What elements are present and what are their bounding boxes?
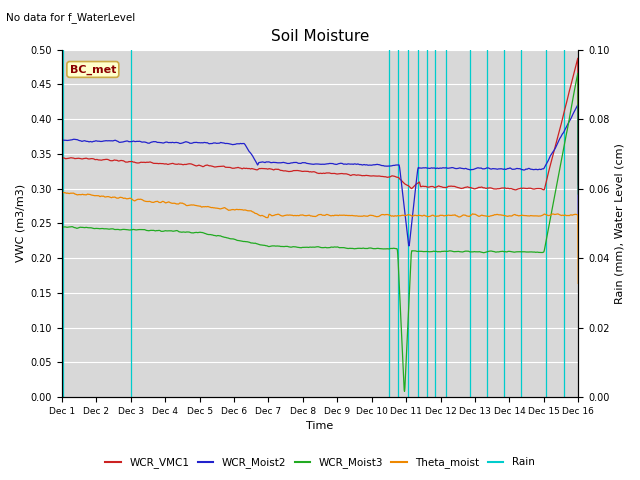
X-axis label: Time: Time	[307, 421, 333, 432]
Text: BC_met: BC_met	[70, 64, 116, 74]
Title: Soil Moisture: Soil Moisture	[271, 29, 369, 44]
Y-axis label: Rain (mm), Water Level (cm): Rain (mm), Water Level (cm)	[615, 143, 625, 304]
Y-axis label: VWC (m3/m3): VWC (m3/m3)	[15, 184, 25, 263]
Legend: WCR_VMC1, WCR_Moist2, WCR_Moist3, Theta_moist, Rain: WCR_VMC1, WCR_Moist2, WCR_Moist3, Theta_…	[101, 453, 539, 472]
Text: No data for f_WaterLevel: No data for f_WaterLevel	[6, 12, 136, 23]
